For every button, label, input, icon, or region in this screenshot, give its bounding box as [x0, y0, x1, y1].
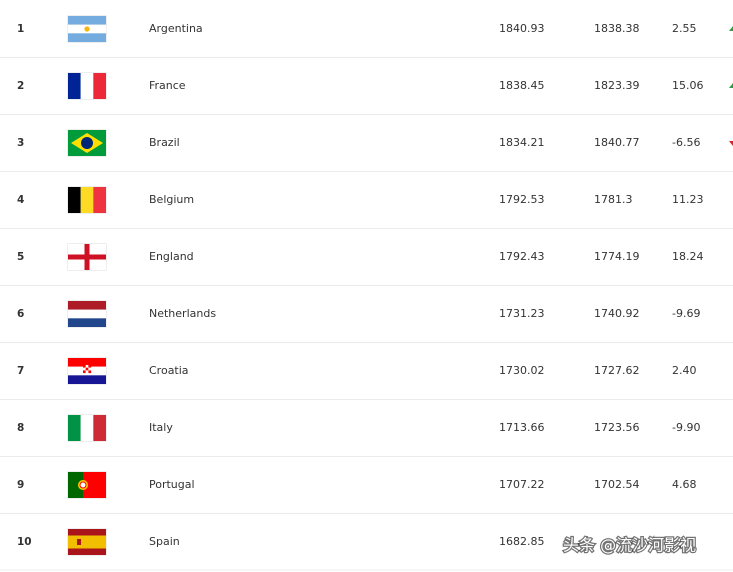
flag-stripe [93, 415, 106, 441]
total-points: 1840.93 [499, 22, 545, 35]
flag-stripe [68, 375, 106, 384]
points-change: 4.68 [672, 478, 697, 491]
previous-points: 1838.38 [594, 22, 640, 35]
flag-cross [68, 254, 106, 260]
flag-stripe [93, 187, 106, 213]
rank: 2 [17, 80, 24, 92]
points-change: 15.06 [672, 79, 704, 92]
flag-shield [83, 367, 86, 371]
country-name: Portugal [149, 478, 195, 491]
previous-points: 1727.62 [594, 364, 640, 377]
flag-stripe [68, 301, 106, 310]
flag-globe [81, 137, 93, 149]
up-arrow [729, 83, 733, 88]
flag-shield [83, 365, 86, 368]
points-change: 2.55 [672, 22, 697, 35]
country-name: Croatia [149, 364, 189, 377]
total-points: 1707.22 [499, 478, 545, 491]
total-points: 1730.02 [499, 364, 545, 377]
down-arrow [729, 141, 733, 146]
points-change: 2.40 [672, 364, 697, 377]
total-points: 1731.23 [499, 307, 545, 320]
flag [67, 528, 107, 556]
country-name: Brazil [149, 136, 180, 149]
flag-stripe [68, 33, 106, 42]
flag [67, 15, 107, 43]
flag [67, 471, 107, 499]
previous-points: 1840.77 [594, 136, 640, 149]
up-arrow [729, 26, 733, 31]
flag [67, 300, 107, 328]
flag [67, 243, 107, 271]
flag-stripe [68, 187, 81, 213]
total-points: 1792.53 [499, 193, 545, 206]
flag-shield [85, 370, 89, 374]
flag-shield [83, 370, 86, 374]
previous-points: 1823.39 [594, 79, 640, 92]
flag-shield [88, 365, 92, 368]
flag-stripe [80, 73, 94, 99]
rank: 4 [17, 194, 24, 206]
previous-points: 1740.92 [594, 307, 640, 320]
rank: 10 [17, 536, 32, 548]
flag-emblem [77, 539, 81, 545]
rank: 5 [17, 251, 24, 263]
points-change: 11.23 [672, 193, 704, 206]
flag-stripe [68, 16, 106, 25]
flag-shield [85, 367, 89, 371]
rank: 7 [17, 365, 24, 377]
points-change: -9.69 [672, 307, 700, 320]
flag [67, 357, 107, 385]
total-points: 1682.85 [499, 535, 545, 548]
country-name: Argentina [149, 22, 203, 35]
previous-points: 1781.3 [594, 193, 633, 206]
flag-stripe [83, 472, 106, 498]
rank: 1 [17, 23, 24, 35]
points-change: 18.24 [672, 250, 704, 263]
rank: 6 [17, 308, 24, 320]
flag-stripe [68, 548, 106, 555]
previous-points: 1723.56 [594, 421, 640, 434]
flag-stripe [80, 415, 94, 441]
total-points: 1792.43 [499, 250, 545, 263]
flag-shield [88, 370, 92, 374]
flag-stripe [80, 187, 94, 213]
flag [67, 186, 107, 214]
flag-stripe [68, 415, 81, 441]
flag-stripe [68, 73, 81, 99]
flag-stripe [68, 358, 106, 367]
country-name: Spain [149, 535, 180, 548]
rank: 8 [17, 422, 24, 434]
rank: 9 [17, 479, 24, 491]
flag-sun [84, 26, 90, 32]
country-name: France [149, 79, 186, 92]
flag [67, 72, 107, 100]
flag-stripe [68, 309, 106, 319]
total-points: 1838.45 [499, 79, 545, 92]
previous-points: 1702.54 [594, 478, 640, 491]
flag-emblem [79, 481, 87, 489]
flag [67, 414, 107, 442]
previous-points: 1774.19 [594, 250, 640, 263]
points-change: -6.56 [672, 136, 700, 149]
rank: 3 [17, 137, 24, 149]
country-name: Italy [149, 421, 173, 434]
flag-shield [88, 367, 92, 371]
flag-shield [85, 365, 89, 368]
flag-stripe [68, 535, 106, 549]
flag [67, 129, 107, 157]
total-points: 1834.21 [499, 136, 545, 149]
total-points: 1713.66 [499, 421, 545, 434]
country-name: Belgium [149, 193, 194, 206]
country-name: Netherlands [149, 307, 216, 320]
country-name: England [149, 250, 194, 263]
flag-stripe [93, 73, 106, 99]
flag-stripe [68, 318, 106, 327]
flag-stripe [68, 472, 83, 498]
points-change: -9.90 [672, 421, 700, 434]
flag-stripe [68, 529, 106, 536]
watermark: 头条 @流沙河影视 [563, 536, 696, 555]
